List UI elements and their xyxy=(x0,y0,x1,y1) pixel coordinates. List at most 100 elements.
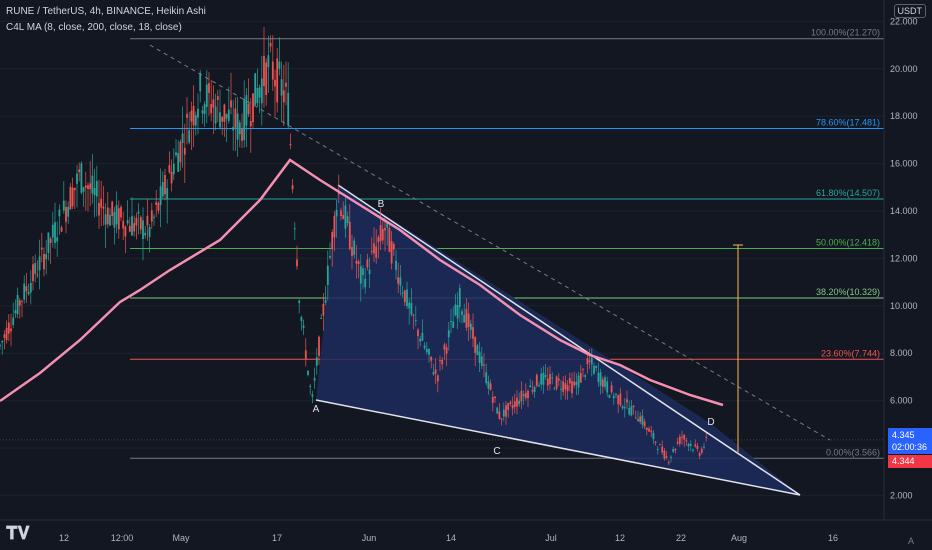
candle-body xyxy=(648,428,650,432)
candle-body xyxy=(685,440,688,442)
candle-body xyxy=(465,308,468,328)
second-price-tag: 4.344 xyxy=(888,455,932,468)
candle-body xyxy=(478,351,481,363)
candle-body xyxy=(76,173,78,184)
candle-body xyxy=(399,277,402,286)
candle-body xyxy=(175,152,177,156)
candle-body xyxy=(227,109,230,122)
candle-body xyxy=(694,444,697,447)
candle-body xyxy=(47,232,50,253)
auto-scale-button[interactable]: A xyxy=(907,536,914,546)
candle-body xyxy=(659,444,661,446)
candle-body xyxy=(234,108,237,128)
candle-body xyxy=(531,390,534,392)
candle-body xyxy=(353,240,356,255)
candle-body xyxy=(676,441,679,444)
candle-body xyxy=(496,407,499,414)
trend-overlay xyxy=(149,44,831,452)
candle-body xyxy=(111,201,114,217)
candle-body xyxy=(637,418,639,422)
candle-body xyxy=(456,305,459,319)
candle-body xyxy=(527,390,529,399)
candle-body xyxy=(258,87,261,98)
candle-body xyxy=(225,114,228,119)
candle-body xyxy=(520,390,523,402)
candle-body xyxy=(379,225,382,241)
candle-body xyxy=(344,205,347,229)
currency-button[interactable]: USDT xyxy=(893,4,926,18)
candle-body xyxy=(67,206,70,217)
price-tick-label: 2.000 xyxy=(890,490,913,500)
candle-body xyxy=(192,105,195,126)
candle-body xyxy=(489,383,492,390)
candle-body xyxy=(93,188,96,196)
candle-body xyxy=(623,407,626,409)
candle-body xyxy=(252,93,254,123)
candle-body xyxy=(69,186,72,210)
candle-body xyxy=(672,448,675,452)
symbol-title[interactable]: RUNE / TetherUS, 4h, BINANCE, Heikin Ash… xyxy=(6,6,206,17)
candle-body xyxy=(667,462,670,464)
candle-body xyxy=(148,227,151,237)
candle-body xyxy=(604,377,606,387)
candle-body xyxy=(535,374,538,386)
candle-body xyxy=(619,393,622,406)
candle-body xyxy=(502,409,505,417)
candle-body xyxy=(599,372,602,386)
candle-body xyxy=(560,388,562,390)
candle-body xyxy=(56,237,59,242)
candle-body xyxy=(113,212,116,228)
candle-body xyxy=(487,381,490,389)
candle-body xyxy=(164,174,166,195)
candle-body xyxy=(606,381,609,393)
candle-body xyxy=(296,259,298,267)
candle-body xyxy=(368,269,371,275)
candle-body xyxy=(168,165,171,173)
candle-body xyxy=(516,397,518,407)
candle-body xyxy=(610,385,613,393)
price-tick-label: 18.000 xyxy=(890,111,918,121)
candle-body xyxy=(274,79,276,87)
candle-body xyxy=(401,292,404,294)
candle-body xyxy=(293,228,296,230)
candle-body xyxy=(573,381,576,386)
candle-body xyxy=(131,216,133,236)
candle-body xyxy=(335,209,338,217)
fib-level-label: 0.00%(3.566) xyxy=(826,447,880,457)
candle-body xyxy=(29,282,32,293)
candle-body xyxy=(643,421,646,427)
candle-body xyxy=(678,436,681,444)
candle-body xyxy=(434,369,437,374)
indicator-label[interactable]: C4L MA (8, close, 200, close, 18, close) xyxy=(6,22,182,33)
fib-level-label: 23.60%(7.744) xyxy=(821,348,880,358)
candle-body xyxy=(65,206,67,222)
candle-body xyxy=(16,294,19,315)
candle-body xyxy=(137,211,140,214)
candle-body xyxy=(205,84,208,107)
candle-body xyxy=(87,185,89,189)
fib-level-label: 78.60%(17.481) xyxy=(816,118,880,128)
candle-body xyxy=(155,202,158,205)
candle-body xyxy=(518,400,521,405)
price-tick-label: 12.000 xyxy=(890,253,918,263)
candle-body xyxy=(683,434,686,440)
candle-body xyxy=(656,448,659,450)
candle-body xyxy=(311,394,314,397)
candle-body xyxy=(60,227,63,232)
candle-body xyxy=(322,303,325,316)
candle-body xyxy=(245,95,248,126)
candle-body xyxy=(590,357,593,365)
candle-body xyxy=(663,450,666,459)
candle-body xyxy=(450,320,452,322)
time-axis[interactable]: 12 12:00 May 17 Jun 14 Jul 12 22 Aug 16 xyxy=(0,519,932,543)
candle-body xyxy=(513,401,516,407)
candle-body xyxy=(342,214,345,220)
candle-body xyxy=(135,217,138,226)
candle-body xyxy=(230,100,232,108)
candle-body xyxy=(45,254,48,260)
candle-body xyxy=(480,356,483,366)
candle-body xyxy=(582,368,584,370)
candle-body xyxy=(533,386,536,392)
candle-body xyxy=(232,126,235,131)
